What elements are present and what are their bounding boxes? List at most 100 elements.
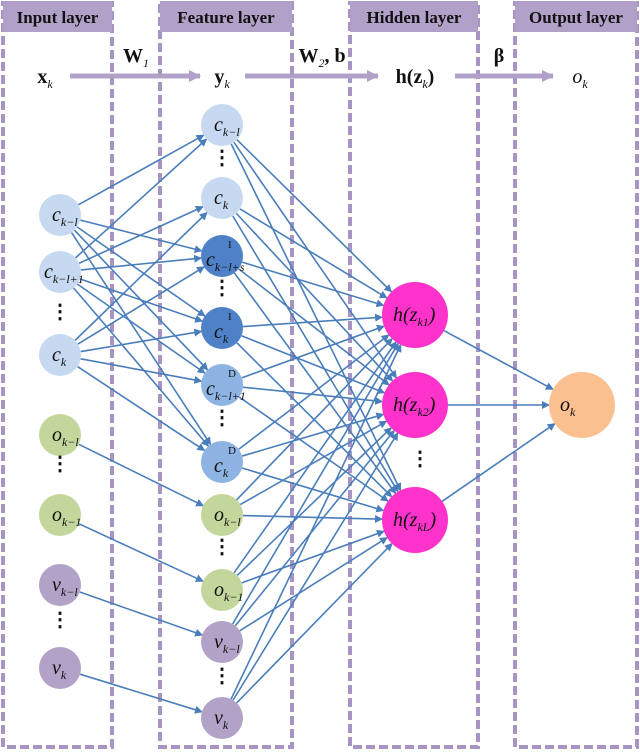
edge-h3-out [441,423,556,502]
edge-i_o2-f_o2 [78,523,204,582]
node-circle [39,564,81,606]
edge-f_o2-h2 [236,427,392,577]
node-circle [201,441,243,483]
ellipsis: ⋮ [212,407,232,429]
label-part: k [61,355,67,369]
edge-f_ci2-h1 [242,313,384,328]
edge-i_c2-f_ci2 [79,278,204,323]
node-circle [201,177,243,219]
edge-i_c3-f_ci2 [80,328,203,353]
label-part: v [214,631,223,653]
label-part: c [52,204,61,226]
label-part: D [228,368,236,380]
ellipsis: ⋮ [212,665,232,687]
ellipsis: ⋮ [212,277,232,299]
node-circle [382,372,448,438]
layer-title: Hidden layer [367,8,462,27]
layer-header [160,1,292,32]
node-label: ck−l+s [206,249,245,274]
node-circle [382,487,448,553]
label-part: c [206,249,215,271]
label-part: 2 [318,56,324,70]
node-f_v2: vk [201,697,243,739]
edge-f_ci1-h2 [238,268,390,386]
label-part: k [223,332,229,346]
label-part: o [214,579,224,601]
label-part: o [214,504,224,526]
node-circle [201,104,243,146]
node-h3: h(zkL) [382,487,448,553]
label-part: o [52,504,62,526]
node-circle [201,494,243,536]
label-part: v [214,707,223,729]
label-part: k [223,466,229,480]
label-part: h(z [396,66,423,88]
node-circle [201,307,243,349]
node-i_o1: ok−l [39,414,81,456]
ellipsis: ⋮ [50,453,70,475]
node-f_ci1: Ick−l+s [201,235,245,277]
node-label: ck−l [52,204,78,229]
label-part: k−l+1 [215,389,246,403]
node-i_c3: ck [39,334,81,376]
node-circle [201,697,243,739]
edge-f_cd1-h2 [242,386,384,405]
node-out: ok [549,372,615,438]
label-part: c [206,378,215,400]
edge-f_c1-h3 [230,143,402,492]
node-circle [39,414,81,456]
layer-header [515,1,637,32]
node-label: h(zk2) [393,394,436,419]
label-part: c [214,187,223,209]
label-part: kL [417,520,429,534]
label-part: k−l [61,585,78,599]
edge-f_v1-h2 [234,429,395,627]
ellipsis: ⋮ [410,448,430,470]
node-label: ck−l [214,114,240,139]
edge-i_o1-f_o1 [78,443,205,507]
label-part: k−l [61,215,78,229]
node-f_cd2: Dck [201,441,243,483]
edge-f_v2-h3 [236,542,393,704]
label-part: k−l [223,642,240,656]
edge-f_c2-h1 [239,208,388,299]
label-part: I [228,239,232,251]
edge-i_c2-f_ci1 [80,254,203,271]
label-part: k [570,405,576,419]
node-circle [39,494,81,536]
node-f_ci2: Ick [201,307,243,349]
label-part: c [52,344,61,366]
node-label: ok−l [214,504,241,529]
edge-f_c1-h1 [236,139,393,293]
node-f_o2: ok−1 [201,569,243,611]
edge-i_c3-f_cd1 [80,358,203,384]
edge-i_c2-f_c1 [75,138,208,259]
label-part: k [582,77,588,91]
layer-border [348,1,480,749]
edge-f_o2-h3 [241,529,385,584]
label-part: D [228,445,236,457]
edge-f_v1-h1 [231,342,399,625]
label-part: c [214,114,223,136]
edge-f_cd2-h1 [238,334,390,450]
label-part: x [37,66,47,88]
node-label: ck [214,187,229,212]
node-superscript: D [228,445,236,457]
node-h1: h(zk1) [382,282,448,348]
edge-f_o2-h1 [233,341,397,574]
node-circle [201,364,243,406]
edge-i_c3-f_c2 [74,211,208,341]
edge-i_c1-f_ci2 [76,226,206,317]
edge-f_o1-h1 [236,338,393,501]
label-part: W [298,45,318,67]
edge-f_ci1-h3 [233,272,397,495]
label-part: k−l [224,515,241,529]
flow-label-w1: W1 [123,45,149,70]
label-part: 1 [143,56,149,70]
label-part: k [422,77,428,91]
node-f_c1: ck−l [201,104,243,146]
label-part: W [123,45,143,67]
node-circle [39,647,81,689]
label-part: h(z [393,509,418,531]
edge-i_v1-f_v1 [79,591,204,637]
